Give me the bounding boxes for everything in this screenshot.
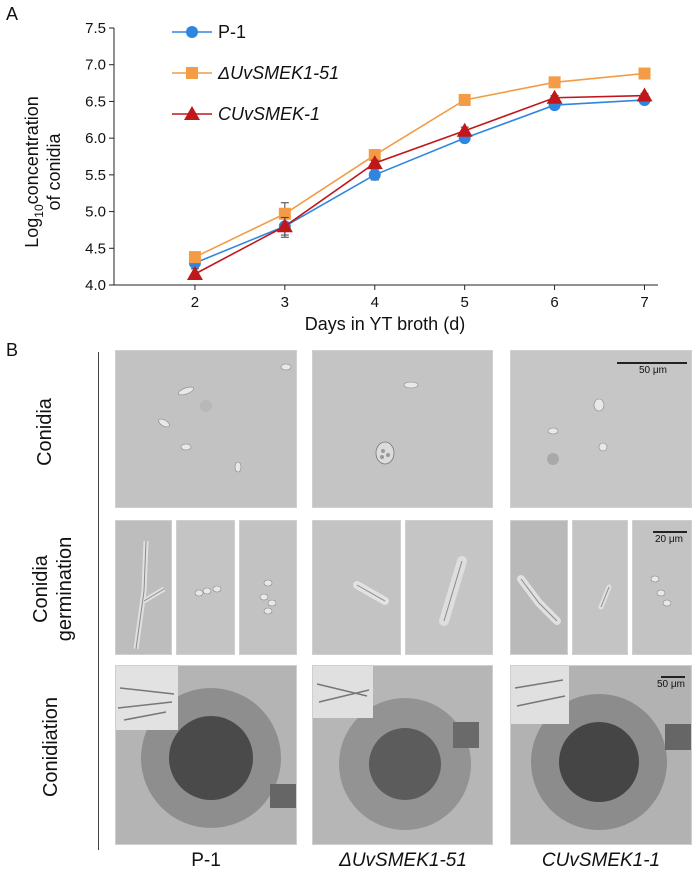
y-tick-label: 5.5 [85, 167, 106, 184]
chart-legend: P-1 ΔUvSMEK1-51 CUvSMEK-1 [172, 22, 339, 124]
series-line [194, 99, 645, 264]
data-point [548, 76, 561, 89]
germination-image-mutant-b [405, 520, 493, 655]
col-label-complement: CUvSMEK1-1 [541, 850, 661, 871]
germ-tube-micrograph [133, 540, 166, 650]
y-axis-log: Log [22, 218, 42, 248]
x-tick-label: 2 [191, 294, 199, 311]
row-label-conidiation: Conidiation [40, 696, 62, 798]
scale-bar-conidia [617, 362, 687, 364]
y-axis-log-subscript: 10 [32, 204, 46, 218]
panel-a-label: A [6, 4, 19, 24]
scale-label-germination: 20 μm [655, 534, 683, 545]
conidia-concentration-chart: 4.0 4.5 5.0 5.5 6.0 6.5 7.0 7.5 2 3 4 5 6 7 P-1 ΔUvSME… [22, 20, 658, 334]
row-label-germination: Conidia germination [29, 534, 77, 644]
y-tick-label: 7.5 [85, 20, 106, 37]
germination-image-p1-b [176, 520, 235, 655]
chart-ticks: 4.0 4.5 5.0 5.5 6.0 6.5 7.0 7.5 2 3 4 5 6 7 [85, 20, 649, 311]
germ-tube-micrograph [517, 575, 561, 625]
germ-tube-micrograph [439, 556, 467, 626]
conidia-micrograph [547, 398, 608, 465]
col-label-p1: P-1 [191, 850, 221, 871]
germ-tube-micrograph [598, 584, 612, 610]
row-label-germination-line1: Conidia [30, 555, 52, 623]
chart-axes [113, 28, 658, 286]
legend-label: P-1 [218, 22, 246, 42]
germ-tube-micrograph [650, 575, 672, 607]
legend-label: ΔUvSMEK1-51 [217, 63, 339, 83]
panel-b-divider [98, 352, 99, 850]
data-point [368, 149, 381, 162]
germ-tube-micrograph [194, 585, 222, 597]
conidia-micrograph [158, 363, 292, 473]
conidia-image-mutant [312, 350, 493, 508]
y-tick-label: 6.5 [85, 93, 106, 110]
scale-label-conidia: 50 μm [639, 365, 667, 376]
chart-series [186, 67, 653, 280]
x-tick-label: 6 [550, 294, 558, 311]
x-tick-label: 4 [371, 294, 379, 311]
series-line [194, 72, 645, 258]
x-tick-label: 5 [461, 294, 469, 311]
germination-image-complement-c: 20 μm [632, 520, 692, 655]
row-label-conidia: Conidia [34, 398, 56, 466]
data-point [636, 87, 653, 102]
germination-image-complement-a [510, 520, 568, 655]
y-tick-label: 4.5 [85, 240, 106, 257]
data-point [546, 89, 563, 104]
x-tick-label: 3 [281, 294, 289, 311]
series-1 [188, 67, 651, 264]
row-label-germination-line2: germination [54, 536, 76, 642]
data-point [456, 122, 473, 137]
conidia-image-complement: 50 μm [510, 350, 692, 508]
conidiation-micrograph [313, 666, 479, 830]
conidiation-micrograph [511, 666, 691, 830]
y-tick-label: 7.0 [85, 57, 106, 74]
legend-marker [184, 106, 200, 120]
y-axis-title-line1: Log10concentration [22, 96, 46, 247]
conidiation-image-mutant [312, 665, 493, 845]
scale-label-conidiation: 50 μm [657, 679, 685, 690]
y-tick-label: 5.0 [85, 204, 106, 221]
y-axis-concentration: concentration [22, 96, 42, 204]
legend-marker [186, 26, 198, 38]
series-2 [186, 87, 653, 280]
germination-image-p1-a [115, 520, 172, 655]
germ-tube-micrograph [353, 581, 389, 605]
data-point [278, 207, 291, 220]
x-tick-label: 7 [640, 294, 648, 311]
conidiation-image-complement: 50 μm [510, 665, 692, 845]
y-tick-label: 4.0 [85, 277, 106, 294]
legend-label: CUvSMEK-1 [218, 104, 320, 124]
germ-tube-micrograph [259, 579, 277, 615]
data-point [458, 93, 471, 106]
conidiation-micrograph [116, 666, 296, 828]
data-point [366, 155, 383, 170]
scale-bar-conidiation [661, 676, 685, 678]
data-point [276, 218, 293, 233]
conidia-micrograph [375, 381, 419, 465]
germination-image-complement-b [572, 520, 628, 655]
y-tick-label: 6.0 [85, 130, 106, 147]
col-label-mutant: ΔUvSMEK1-51 [339, 850, 467, 871]
legend-marker [186, 67, 198, 79]
data-point [368, 168, 381, 181]
conidiation-image-p1 [115, 665, 297, 845]
data-point [186, 265, 203, 280]
data-point [188, 251, 201, 264]
germination-image-p1-c [239, 520, 297, 655]
y-axis-title-line2: of conidia [44, 132, 64, 210]
scale-bar-germination [653, 531, 687, 533]
conidia-image-p1 [115, 350, 297, 508]
x-axis-title: Days in YT broth (d) [305, 314, 465, 334]
panel-b-label: B [6, 340, 19, 360]
data-point [638, 67, 651, 80]
germination-image-mutant-a [312, 520, 401, 655]
series-line [194, 94, 645, 275]
